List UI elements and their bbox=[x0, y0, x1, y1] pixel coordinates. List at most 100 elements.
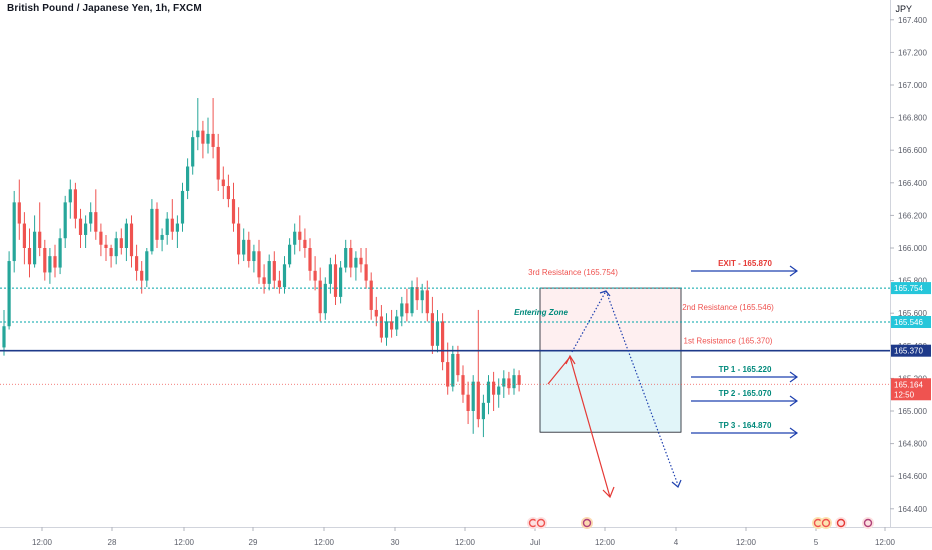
y-tick-label: 166.000 bbox=[898, 244, 927, 253]
label-entering-zone: Entering Zone bbox=[514, 308, 568, 317]
candle-down bbox=[99, 231, 103, 245]
currency-label: JPY bbox=[895, 4, 912, 14]
candle-up bbox=[58, 238, 62, 268]
candle-up bbox=[323, 283, 327, 314]
blue-projection bbox=[571, 289, 679, 486]
arrowhead-tp3 bbox=[789, 427, 799, 439]
candle-up bbox=[435, 321, 440, 346]
candle-up bbox=[7, 261, 11, 327]
candle-down bbox=[211, 133, 215, 147]
candle-down bbox=[135, 256, 139, 271]
candle-down bbox=[492, 381, 496, 395]
candle-up bbox=[288, 244, 292, 265]
candle-down bbox=[237, 223, 241, 255]
badge-price-bg bbox=[891, 378, 931, 401]
candle-up bbox=[63, 202, 67, 239]
candle-down bbox=[374, 309, 378, 317]
candle-up bbox=[420, 290, 424, 301]
candle-up bbox=[33, 231, 37, 265]
candle-down bbox=[430, 313, 434, 346]
event-icon-bg bbox=[581, 517, 593, 529]
badge-r3: 165.754 bbox=[894, 284, 923, 293]
y-tick-label: 164.400 bbox=[898, 505, 927, 514]
candle-down bbox=[221, 179, 225, 187]
arrowhead-tp1 bbox=[789, 371, 799, 383]
candle-down bbox=[38, 231, 42, 248]
candle-up bbox=[502, 378, 506, 387]
candle-down bbox=[247, 239, 251, 262]
y-tick-label: 166.400 bbox=[898, 179, 927, 188]
candle-down bbox=[298, 231, 302, 240]
candle-down bbox=[94, 212, 98, 232]
candle-up bbox=[186, 166, 190, 191]
candle-up bbox=[410, 287, 414, 314]
candle-down bbox=[456, 353, 460, 376]
red-arrow-up bbox=[547, 356, 571, 385]
arrowhead-tp2 bbox=[789, 395, 799, 407]
event-icon-bg bbox=[835, 517, 847, 529]
candle-up bbox=[395, 316, 399, 330]
badge-r3-bg bbox=[891, 282, 931, 295]
chart-title: British Pound / Japanese Yen, 1h, FXCM bbox=[7, 3, 202, 14]
candle-up bbox=[175, 223, 179, 232]
zones-layer bbox=[539, 287, 682, 433]
blue-projection-head bbox=[599, 290, 611, 297]
x-tick-label: 29 bbox=[249, 538, 258, 547]
badge-r1: 165.370 bbox=[894, 347, 923, 356]
x-tick-label: 28 bbox=[108, 538, 117, 547]
candle-down bbox=[17, 202, 21, 224]
candle-up bbox=[471, 381, 475, 411]
candle-up bbox=[165, 218, 169, 235]
event-icon-bg bbox=[862, 517, 874, 529]
x-tick-label: 12:00 bbox=[875, 538, 896, 547]
candle-down bbox=[466, 394, 470, 411]
event-icon bbox=[863, 518, 873, 528]
candle-up bbox=[150, 208, 154, 252]
candle-up bbox=[497, 386, 501, 395]
candle-up bbox=[384, 321, 389, 338]
target-zone bbox=[540, 350, 681, 433]
red-arrow-up-head bbox=[565, 354, 576, 365]
y-tick-label: 166.200 bbox=[898, 211, 927, 220]
resistance-zone bbox=[540, 288, 681, 351]
x-tick-label: 30 bbox=[391, 538, 400, 547]
trade-box-border bbox=[539, 287, 682, 433]
label-tp1: TP 1 - 165.220 bbox=[719, 365, 772, 374]
y-tick-label: 166.600 bbox=[898, 146, 927, 155]
candle-down bbox=[333, 264, 338, 297]
event-icon-bg bbox=[535, 517, 547, 529]
candle-down bbox=[226, 186, 230, 200]
candle-down bbox=[277, 280, 281, 288]
candle-up bbox=[252, 251, 256, 262]
red-arrow-down-head bbox=[602, 486, 615, 499]
candle-up bbox=[180, 190, 185, 224]
y-tick-label: 167.200 bbox=[898, 48, 927, 57]
arrowhead-exit bbox=[789, 265, 799, 277]
candle-down bbox=[104, 244, 108, 248]
candle-up bbox=[451, 353, 455, 387]
y-tick-label: 167.000 bbox=[898, 81, 927, 90]
candle-down bbox=[425, 290, 429, 314]
candle-down bbox=[476, 381, 480, 420]
candle-up bbox=[293, 231, 297, 245]
candle-down bbox=[461, 375, 465, 395]
candle-down bbox=[201, 130, 205, 144]
candle-down bbox=[119, 238, 123, 248]
candle-down bbox=[272, 261, 276, 281]
event-icon bbox=[836, 518, 846, 528]
candle-down bbox=[129, 223, 134, 257]
candle-up bbox=[89, 212, 93, 224]
y-tick-label: 165.800 bbox=[898, 277, 927, 286]
candle-down bbox=[308, 248, 312, 271]
label-r1: 1st Resistance (165.370) bbox=[684, 337, 773, 346]
candle-down bbox=[359, 257, 363, 265]
y-tick-label: 164.600 bbox=[898, 472, 927, 481]
x-tick-label: 12:00 bbox=[32, 538, 53, 547]
x-tick-label: Jul bbox=[530, 538, 540, 547]
candle-up bbox=[339, 267, 343, 297]
x-tick-label: 12:00 bbox=[174, 538, 195, 547]
candle-down bbox=[390, 321, 394, 330]
candle-down bbox=[313, 270, 317, 281]
